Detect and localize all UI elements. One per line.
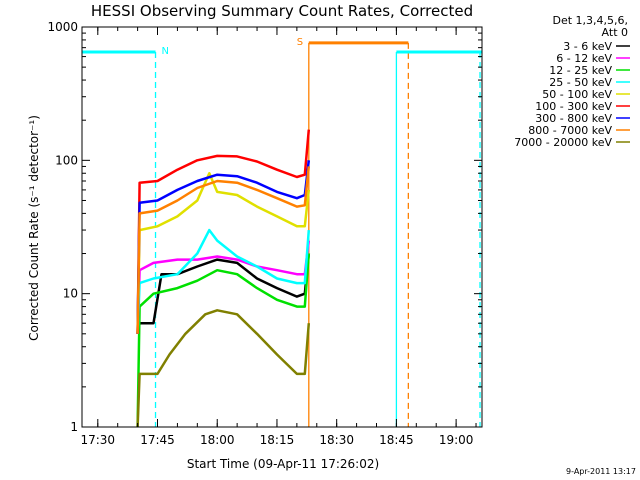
x-tick-label: 17:45 bbox=[140, 433, 175, 447]
legend-label: 50 - 100 keV bbox=[542, 88, 612, 101]
y-tick-label: 1 bbox=[70, 420, 78, 434]
series-line bbox=[136, 160, 311, 334]
series-line bbox=[136, 253, 311, 428]
legend-header-line-2: Att 0 bbox=[602, 26, 628, 39]
x-tick-label: 18:45 bbox=[379, 433, 414, 447]
plot-frame bbox=[81, 26, 483, 428]
legend-label: 3 - 6 keV bbox=[563, 40, 612, 53]
y-tick-label: 100 bbox=[55, 153, 78, 167]
x-tick-label: 18:30 bbox=[319, 433, 354, 447]
legend-label: 25 - 50 keV bbox=[549, 76, 612, 89]
series-line bbox=[136, 228, 311, 334]
legend-header-line-1: Det 1,3,4,5,6, bbox=[552, 14, 628, 27]
legend-label: 6 - 12 keV bbox=[556, 52, 612, 65]
series-line bbox=[136, 166, 311, 334]
footer-date: 9-Apr-2011 13:17 bbox=[566, 467, 636, 476]
series-line bbox=[136, 129, 311, 334]
x-tick-label: 17:30 bbox=[80, 433, 115, 447]
x-tick-label: 18:15 bbox=[260, 433, 295, 447]
series-line bbox=[136, 309, 311, 428]
y-tick-label: 10 bbox=[63, 287, 78, 301]
legend-label: 100 - 300 keV bbox=[535, 100, 612, 113]
orbit-marker-label: S bbox=[297, 37, 303, 48]
chart-title: HESSI Observing Summary Count Rates, Cor… bbox=[91, 2, 473, 20]
x-tick-label: 19:00 bbox=[439, 433, 474, 447]
legend-label: 7000 - 20000 keV bbox=[514, 136, 612, 149]
x-axis-label: Start Time (09-Apr-11 17:26:02) bbox=[187, 457, 379, 471]
x-tick-label: 18:00 bbox=[200, 433, 235, 447]
legend-label: 12 - 25 keV bbox=[549, 64, 612, 77]
series-line bbox=[136, 253, 311, 335]
orbit-marker-label: N bbox=[162, 46, 169, 57]
series-line bbox=[136, 240, 311, 334]
y-tick-label: 1000 bbox=[47, 20, 78, 34]
series-line bbox=[136, 172, 311, 334]
y-axis-label: Corrected Count Rate (s⁻¹ detector⁻¹) bbox=[27, 115, 41, 341]
legend-label: 800 - 7000 keV bbox=[528, 124, 612, 137]
legend-label: 300 - 800 keV bbox=[535, 112, 612, 125]
